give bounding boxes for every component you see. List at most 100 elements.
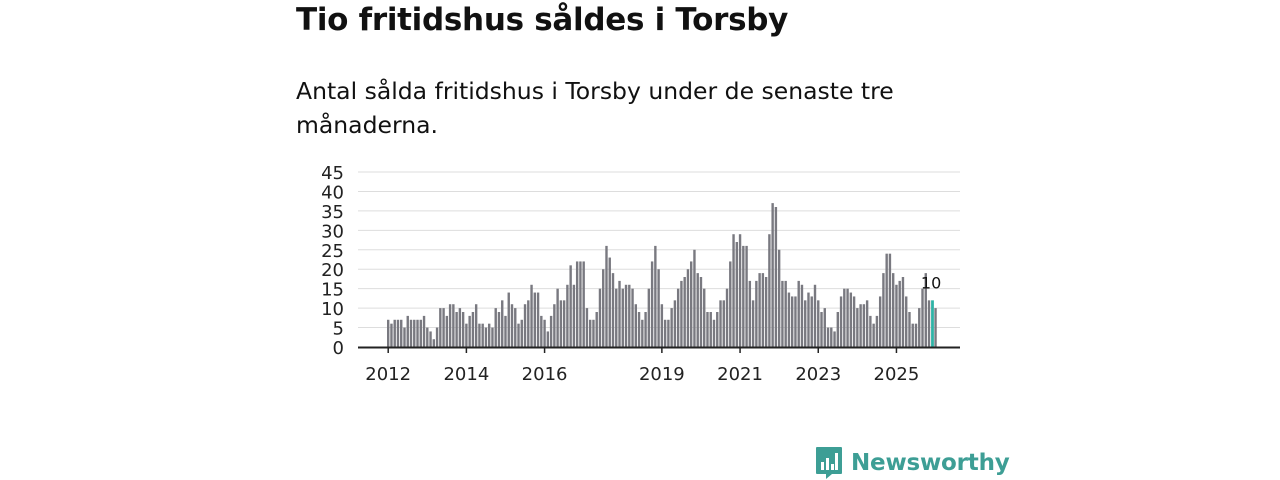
bar: [559, 300, 563, 347]
bar: [598, 288, 602, 347]
x-tick-label: 2016: [522, 364, 568, 385]
latest-value-label: 10: [921, 273, 941, 292]
bar: [862, 304, 866, 347]
bar: [709, 312, 712, 347]
bar: [416, 319, 419, 347]
bar: [403, 327, 406, 347]
bar: [474, 304, 478, 347]
bar: [501, 300, 504, 347]
bar: [836, 312, 840, 347]
brand-name: Newsworthy: [851, 450, 1010, 476]
bar: [872, 323, 875, 347]
bar: [582, 261, 585, 347]
bar: [631, 288, 634, 347]
bar: [673, 300, 677, 347]
bar: [725, 288, 729, 347]
bar: [413, 319, 416, 347]
bar: [901, 277, 905, 347]
y-tick-label: 45: [321, 163, 344, 184]
bar: [667, 319, 670, 347]
bar: [390, 323, 393, 347]
bar: [419, 319, 422, 347]
bar: [852, 296, 856, 347]
bar: [924, 273, 927, 347]
bar: [680, 280, 683, 347]
bar: [624, 284, 628, 347]
newsworthy-logo[interactable]: Newsworthy: [815, 446, 1010, 480]
bar: [716, 312, 719, 347]
x-tick-label: 2021: [717, 364, 763, 385]
bar: [575, 261, 579, 347]
bar: [735, 242, 739, 347]
bar: [797, 280, 800, 347]
bar: [706, 312, 709, 347]
bar: [602, 269, 605, 347]
bar: [439, 308, 442, 347]
bar: [758, 273, 761, 347]
y-tick-label: 35: [321, 202, 344, 223]
bar: [738, 234, 742, 347]
bar: [432, 339, 436, 347]
bar: [751, 300, 755, 347]
bar: [732, 234, 735, 347]
bar: [800, 284, 804, 347]
bar: [843, 288, 846, 347]
bar: [396, 319, 400, 347]
bar: [784, 280, 787, 347]
bar: [497, 312, 501, 347]
y-tick-label: 15: [321, 280, 344, 301]
bar: [895, 284, 898, 347]
bar: [618, 280, 621, 347]
bar: [875, 315, 879, 347]
bar: [914, 323, 918, 347]
y-tick-label: 0: [333, 338, 344, 359]
bar: [494, 308, 497, 347]
y-tick-label: 20: [321, 260, 344, 281]
bar: [533, 292, 537, 347]
bar: [689, 261, 693, 347]
bar: [520, 319, 523, 347]
bar: [657, 269, 660, 347]
bar: [572, 284, 576, 347]
bar: [918, 308, 921, 347]
bar: [660, 304, 664, 347]
bar: [891, 273, 895, 347]
bar: [455, 312, 458, 347]
bar: [452, 304, 455, 347]
bar: [859, 304, 862, 347]
bar: [761, 273, 765, 347]
bar: [409, 319, 413, 347]
bar: [846, 288, 849, 347]
bar: [885, 253, 888, 347]
bar: [745, 245, 748, 347]
bar: [905, 296, 908, 347]
bar: [458, 308, 462, 347]
bar: [569, 265, 572, 347]
bar: [588, 319, 592, 347]
bar: [608, 257, 611, 347]
bar: [465, 323, 468, 347]
bar: [817, 300, 820, 347]
bar: [790, 296, 794, 347]
bar: [729, 261, 732, 347]
bar: [487, 323, 491, 347]
bar: [549, 315, 553, 347]
bar: [556, 288, 559, 347]
bar: [934, 308, 937, 347]
bar: [771, 203, 774, 347]
bar: [820, 312, 823, 347]
bar: [719, 300, 722, 347]
bar: [826, 327, 830, 347]
bar: [406, 315, 409, 347]
bar: [566, 284, 569, 347]
bar: [400, 319, 403, 347]
bar: [927, 300, 931, 347]
bar: [387, 319, 390, 347]
bar: [471, 312, 475, 347]
bar: [699, 277, 703, 347]
bar: [530, 284, 533, 347]
bar: [813, 284, 817, 347]
bar: [755, 280, 758, 347]
bars: [387, 203, 937, 347]
bar: [742, 245, 745, 347]
